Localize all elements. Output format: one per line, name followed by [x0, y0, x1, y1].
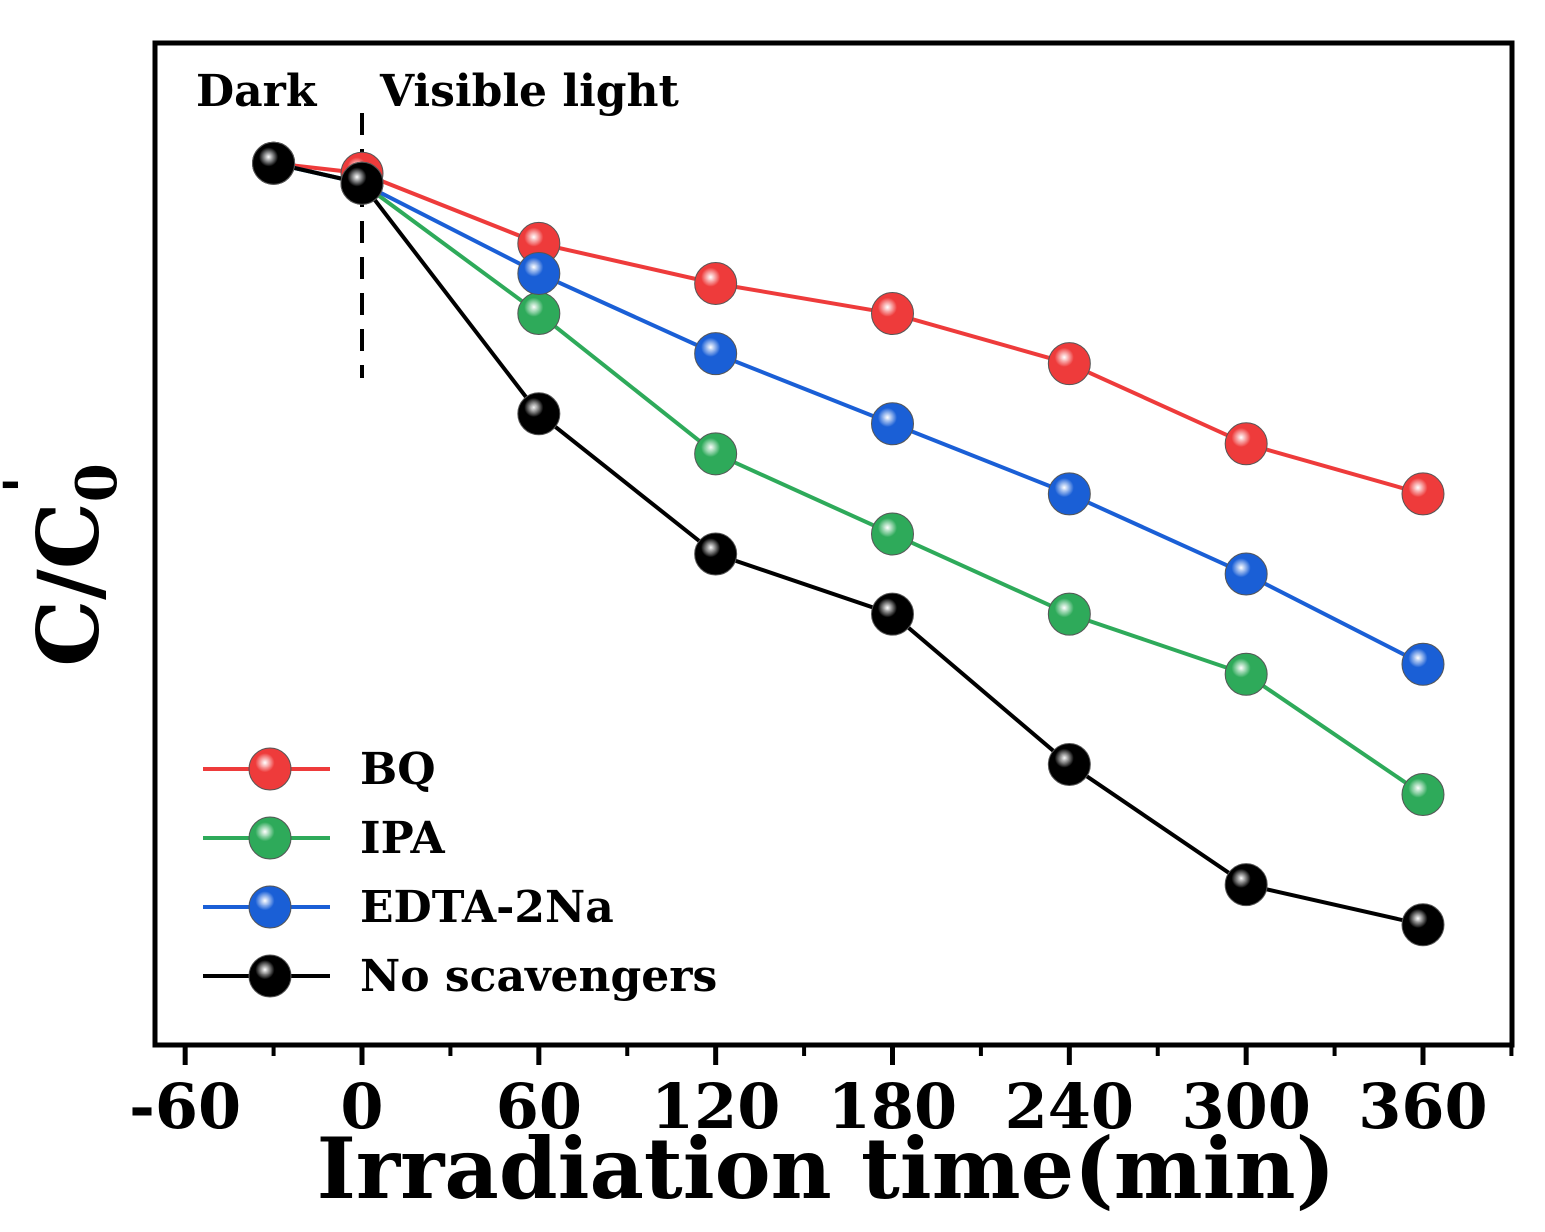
data-point-bq [1225, 423, 1267, 465]
y-axis-label-prime: ' [0, 476, 58, 493]
legend-marker [249, 886, 291, 928]
series-line-no-scavengers [274, 163, 1423, 925]
data-point-ipa [695, 433, 737, 475]
data-point-ipa [872, 513, 914, 555]
svg-text:C/C0': C/C0 ' [0, 463, 130, 666]
data-point-ipa [1048, 593, 1090, 635]
data-point-no-scavengers [1225, 864, 1267, 906]
data-point-edta-2na [695, 333, 737, 375]
x-tick-label: 360 [1358, 1070, 1487, 1143]
series-lines [274, 163, 1423, 925]
annotation-dark: Dark [196, 66, 318, 117]
data-point-ipa [518, 293, 560, 335]
data-point-no-scavengers [1048, 743, 1090, 785]
data-point-edta-2na [1402, 643, 1444, 685]
data-point-edta-2na [872, 403, 914, 445]
data-point-ipa [1225, 653, 1267, 695]
x-tick-label: -60 [129, 1070, 241, 1143]
data-point-ipa [1402, 774, 1444, 816]
data-point-bq [872, 293, 914, 335]
data-point-edta-2na [1048, 473, 1090, 515]
data-point-edta-2na [518, 252, 560, 294]
data-point-bq [1048, 343, 1090, 385]
legend-marker [249, 955, 291, 997]
data-point-edta-2na [1225, 553, 1267, 595]
legend-label: BQ [360, 744, 436, 795]
series-line-ipa [274, 163, 1423, 794]
data-point-bq [1402, 473, 1444, 515]
y-axis-label-subscript: 0 [64, 463, 130, 502]
y-axis-label-main: C/C [19, 502, 118, 666]
chart-svg: -60 0 60 120 180 240 300 360 Dark Visible light… [0, 0, 1545, 1227]
data-point-no-scavengers [695, 533, 737, 575]
y-axis-label: C/C0 ' [0, 463, 130, 666]
data-point-bq [695, 262, 737, 304]
annotation-visible-light: Visible light [379, 66, 680, 117]
data-point-no-scavengers [872, 593, 914, 635]
legend-label: No scavengers [360, 951, 717, 1002]
legend-marker [249, 817, 291, 859]
legend-label: IPA [360, 813, 445, 864]
chart: -60 0 60 120 180 240 300 360 Dark Visible light… [0, 0, 1545, 1227]
data-point-no-scavengers [518, 393, 560, 435]
legend-marker [249, 748, 291, 790]
data-point-no-scavengers [1402, 904, 1444, 946]
data-point-no-scavengers [253, 142, 295, 184]
legend: BQ IPA EDTA-2Na No scavengers [203, 744, 717, 1002]
legend-label: EDTA-2Na [360, 882, 614, 933]
data-point-no-scavengers [341, 162, 383, 204]
x-axis-label: Irradiation time(min) [317, 1119, 1336, 1218]
